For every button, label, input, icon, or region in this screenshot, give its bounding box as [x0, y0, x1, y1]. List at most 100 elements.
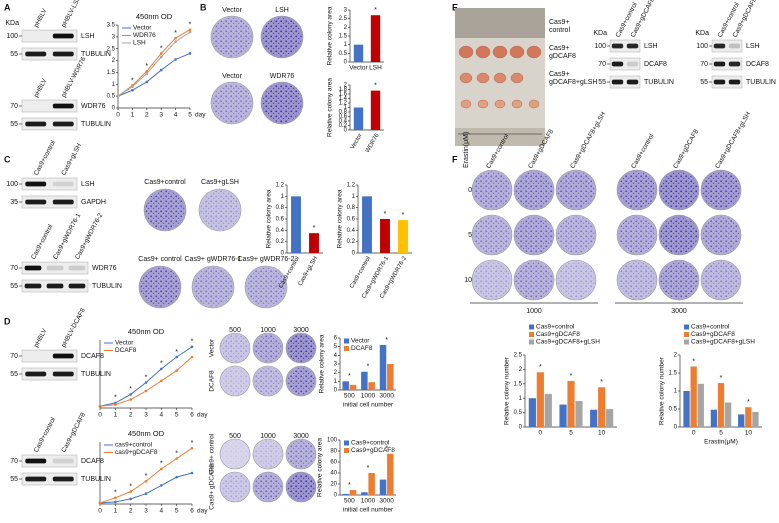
protein-label: DCAF8 — [644, 61, 667, 68]
x-tick-label: 0 — [98, 508, 102, 515]
y-tick-label: 0 — [674, 425, 678, 431]
colonies — [262, 83, 302, 123]
y-tick-label: 1 — [519, 396, 523, 402]
significance: * — [313, 225, 316, 232]
legend-label: Vector — [133, 25, 152, 32]
group-label: gDCAF8 — [549, 53, 576, 60]
y-tick-label: 2.5 — [514, 353, 523, 359]
lane-label: pHBLV-LSH — [60, 0, 83, 29]
point — [174, 36, 177, 40]
x-tick-label: 2 — [145, 112, 149, 119]
row-label: Cas9+ gDCAF8 — [209, 464, 216, 510]
blot-band — [25, 476, 47, 482]
significance: * — [367, 364, 370, 371]
point — [188, 52, 192, 55]
row-label: Vector — [209, 338, 216, 357]
point — [114, 500, 117, 504]
x-tick-label: 3 — [159, 112, 163, 119]
protein-label: DCAF8 — [81, 458, 104, 465]
colonies — [702, 261, 740, 299]
x-tick-label: 3 — [144, 412, 148, 419]
tumor — [510, 72, 524, 84]
bar — [724, 402, 732, 427]
protein-label: TUBULIN — [81, 51, 111, 58]
bar — [361, 492, 368, 495]
significance: * — [367, 465, 370, 472]
column-label: 3000 — [293, 433, 309, 440]
legend-label: Vector — [351, 338, 370, 345]
x-axis-label: day — [195, 112, 206, 119]
legend-label: WDR76 — [133, 32, 156, 39]
y-axis-label: Relative colony area — [319, 334, 326, 393]
legend-label: Cas9+gDCAF8 — [351, 447, 395, 454]
point — [98, 501, 102, 505]
y-axis-label: Relative colony area — [266, 189, 273, 248]
tumor — [477, 99, 489, 109]
x-tick-label: 3 — [144, 508, 148, 515]
significance: * — [160, 45, 163, 52]
x-axis-label: initial cell number — [343, 507, 394, 514]
bar — [342, 493, 349, 495]
point — [175, 457, 178, 460]
bar — [528, 398, 536, 427]
significance: * — [160, 461, 163, 468]
significance: * — [145, 473, 148, 480]
colonies — [212, 83, 252, 123]
mw-marker: 55 — [10, 51, 18, 58]
y-tick-label: 100 — [327, 438, 338, 444]
blot-band — [46, 265, 64, 271]
colonies — [557, 216, 595, 254]
significance: * — [175, 450, 178, 457]
significance: * — [385, 337, 388, 344]
bar — [745, 407, 752, 427]
chart-title: 450nm OD — [128, 327, 165, 336]
y-tick-label: 3 — [334, 362, 338, 368]
colonies — [262, 17, 302, 57]
significance: * — [348, 373, 351, 380]
y-tick-label: 0 — [112, 106, 116, 112]
point — [175, 369, 178, 372]
point — [144, 381, 148, 384]
chart-title: 450nm OD — [128, 429, 165, 438]
blot-band — [713, 79, 726, 85]
y-tick-label: 1.2 — [339, 101, 348, 107]
legend-swatch — [529, 324, 534, 330]
y-tick-label: 1.8 — [339, 87, 348, 93]
mw-marker: 55 — [10, 476, 18, 483]
tumor — [476, 72, 490, 84]
bar — [598, 387, 606, 427]
x-tick-label: 4 — [160, 508, 164, 515]
y-tick-label: 3 — [344, 8, 348, 14]
lane-label: Cas9+gLSH — [60, 142, 83, 177]
y-tick-label: 0.5 — [669, 407, 678, 413]
point — [114, 403, 117, 406]
y-tick-label: 0.4 — [339, 119, 348, 125]
plate-label: LSH — [275, 7, 289, 14]
blot-band — [24, 283, 42, 289]
mw-marker: 100 — [6, 33, 18, 40]
blot-band — [52, 199, 74, 205]
colonies — [557, 171, 595, 209]
blot-band — [52, 51, 74, 57]
series-line — [117, 31, 191, 97]
protein-label: TUBULIN — [644, 79, 674, 86]
x-tick-label: 3000 — [379, 498, 394, 505]
y-tick-label: 1.5 — [107, 70, 116, 76]
lane-label: Cas9+gDCAF8 — [60, 411, 87, 453]
y-tick-label: 1 — [344, 105, 348, 111]
protein-label: LSH — [81, 33, 95, 40]
x-tick-label: 1000 — [361, 498, 376, 505]
blot-band — [611, 43, 624, 49]
blot-band — [626, 43, 639, 49]
x-tick-label: 5 — [175, 412, 179, 419]
bar — [361, 371, 368, 390]
mw-marker: 100 — [696, 43, 708, 50]
lane-label: pHBLV-WDR76 — [60, 56, 87, 99]
y-tick-label: 80 — [330, 449, 337, 455]
blot-band — [25, 458, 47, 464]
column-label: Cas9+gDCAF8+gLSH — [569, 111, 607, 170]
unit-label: KDa — [5, 20, 19, 27]
plate-label: Vector — [222, 73, 243, 80]
colonies — [221, 334, 249, 362]
bar — [690, 366, 697, 427]
